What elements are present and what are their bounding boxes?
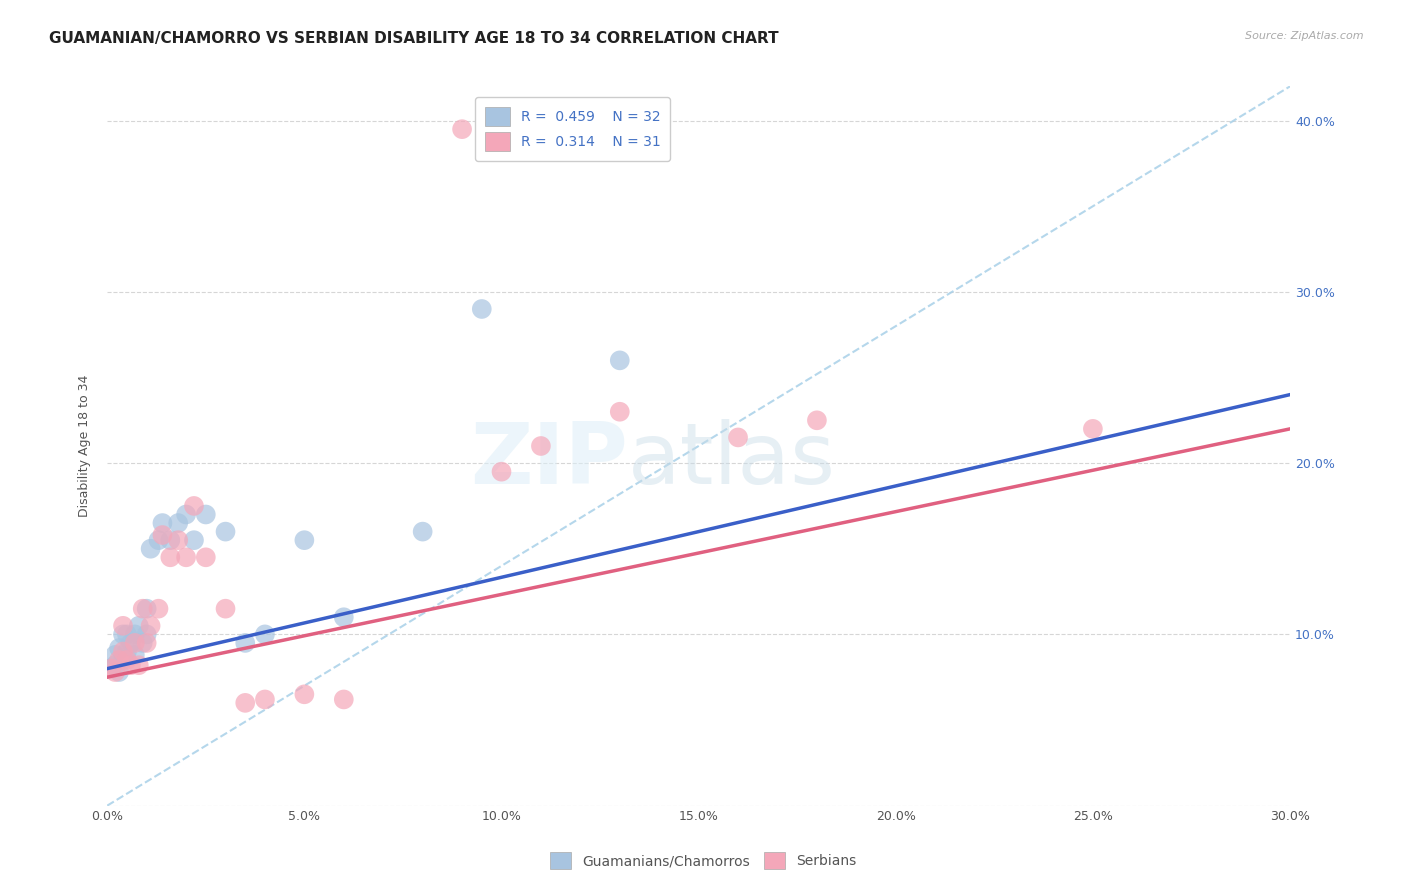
Point: [120, 658, 142, 673]
Text: ZIP: ZIP: [470, 419, 627, 502]
Text: Source: ZipAtlas.com: Source: ZipAtlas.com: [1246, 31, 1364, 41]
Point: [292, 687, 315, 701]
Point: [135, 627, 157, 641]
Point: [233, 696, 256, 710]
Point: [111, 619, 134, 633]
Legend: R =  0.459    N = 32, R =  0.314    N = 31: R = 0.459 N = 32, R = 0.314 N = 31: [475, 97, 671, 161]
Point: [124, 648, 146, 662]
Y-axis label: Disability Age 18 to 34: Disability Age 18 to 34: [79, 375, 91, 517]
Point: [148, 601, 170, 615]
Point: [609, 405, 631, 419]
Point: [111, 653, 134, 667]
Point: [108, 665, 131, 679]
Point: [104, 658, 127, 673]
Point: [491, 465, 513, 479]
Point: [124, 627, 146, 641]
Point: [183, 499, 205, 513]
Point: [233, 636, 256, 650]
Point: [135, 601, 157, 615]
Point: [609, 353, 631, 368]
Point: [214, 524, 236, 539]
Point: [152, 528, 174, 542]
Point: [139, 619, 162, 633]
Point: [135, 636, 157, 650]
Point: [183, 533, 205, 548]
Point: [124, 636, 146, 650]
Point: [128, 658, 150, 673]
Point: [132, 636, 155, 650]
Point: [100, 662, 122, 676]
Text: atlas: atlas: [627, 419, 835, 502]
Point: [152, 516, 174, 530]
Point: [292, 533, 315, 548]
Point: [100, 662, 122, 676]
Point: [128, 619, 150, 633]
Point: [111, 644, 134, 658]
Point: [159, 533, 181, 548]
Point: [333, 692, 356, 706]
Point: [194, 508, 217, 522]
Point: [104, 665, 127, 679]
Point: [104, 648, 127, 662]
Legend: Guamanians/Chamorros, Serbians: Guamanians/Chamorros, Serbians: [543, 846, 863, 876]
Point: [108, 641, 131, 656]
Point: [174, 508, 197, 522]
Point: [194, 550, 217, 565]
Point: [214, 601, 236, 615]
Point: [451, 122, 474, 136]
Point: [167, 533, 190, 548]
Point: [120, 636, 142, 650]
Point: [115, 644, 138, 658]
Point: [333, 610, 356, 624]
Point: [132, 601, 155, 615]
Point: [115, 627, 138, 641]
Point: [139, 541, 162, 556]
Point: [253, 692, 276, 706]
Point: [148, 533, 170, 548]
Point: [108, 653, 131, 667]
Point: [1081, 422, 1104, 436]
Point: [159, 550, 181, 565]
Point: [530, 439, 553, 453]
Point: [253, 627, 276, 641]
Point: [727, 430, 749, 444]
Point: [115, 653, 138, 667]
Point: [471, 301, 494, 316]
Point: [111, 627, 134, 641]
Point: [412, 524, 434, 539]
Point: [167, 516, 190, 530]
Point: [806, 413, 828, 427]
Point: [174, 550, 197, 565]
Text: GUAMANIAN/CHAMORRO VS SERBIAN DISABILITY AGE 18 TO 34 CORRELATION CHART: GUAMANIAN/CHAMORRO VS SERBIAN DISABILITY…: [49, 31, 779, 46]
